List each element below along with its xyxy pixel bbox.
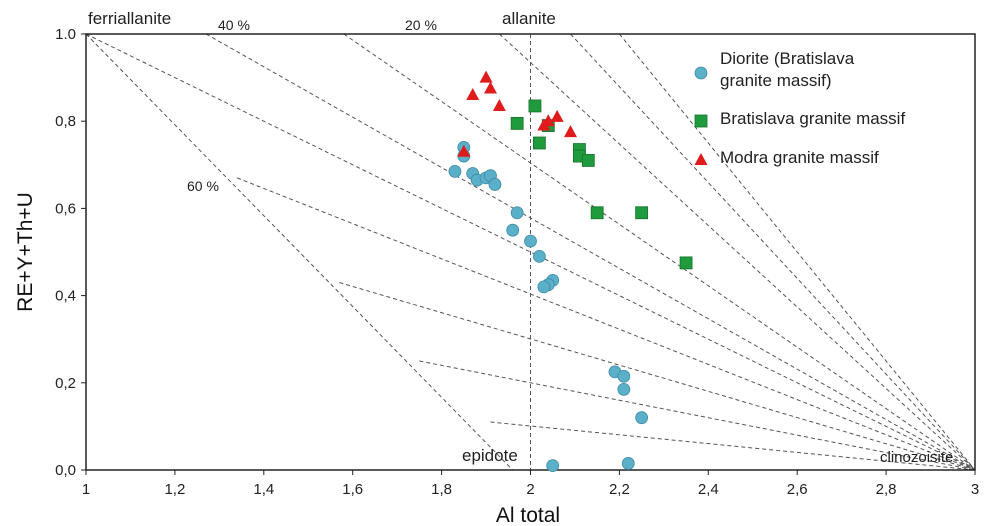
x-tick-label: 1,8 bbox=[431, 481, 452, 498]
circle-point bbox=[546, 459, 560, 473]
guide-line bbox=[339, 282, 976, 471]
triangle-point bbox=[479, 70, 493, 83]
triangle-point bbox=[483, 81, 497, 94]
guide-line bbox=[343, 33, 976, 471]
triangle-point bbox=[550, 109, 564, 122]
x-tick-label: 1,6 bbox=[342, 481, 363, 498]
circle-point bbox=[635, 411, 649, 425]
data-points bbox=[448, 70, 693, 473]
circle-point bbox=[524, 234, 537, 248]
square-point bbox=[635, 206, 649, 220]
y-tick-label: 0,4 bbox=[55, 288, 76, 305]
annotation-40-percent: 40 % bbox=[218, 17, 250, 33]
triangle-point bbox=[564, 125, 578, 138]
x-tick-label: 2,6 bbox=[787, 481, 808, 498]
x-tick-label: 1 bbox=[82, 481, 90, 498]
legend-label: Modra granite massif bbox=[720, 148, 879, 167]
x-axis-label: Al total bbox=[496, 504, 560, 526]
x-tick-label: 1,4 bbox=[253, 481, 274, 498]
guide-line bbox=[419, 360, 976, 471]
y-tick-label: 0,6 bbox=[55, 200, 76, 217]
square-point bbox=[581, 154, 595, 167]
y-tick-label: 0,8 bbox=[55, 113, 76, 130]
circle-point bbox=[532, 249, 546, 263]
x-tick-label: 2,4 bbox=[698, 481, 719, 498]
legend-marker-triangle bbox=[694, 153, 708, 165]
annotation-epidote: epidote bbox=[462, 446, 518, 465]
guide-line bbox=[236, 177, 976, 471]
x-tick-label: 1,2 bbox=[164, 481, 185, 498]
circle-point bbox=[448, 164, 462, 178]
triangle-point bbox=[457, 144, 471, 157]
legend-marker-circle bbox=[694, 66, 708, 80]
guide-line bbox=[570, 33, 976, 471]
annotation-60-percent: 60 % bbox=[187, 178, 219, 194]
square-point bbox=[510, 116, 524, 130]
square-point bbox=[590, 206, 604, 220]
legend: Diorite (Bratislava granite massif) Bratis… bbox=[694, 49, 905, 167]
square-point bbox=[679, 256, 693, 270]
annotation-20-percent: 20 % bbox=[405, 17, 437, 33]
legend-marker-square bbox=[694, 114, 708, 128]
guide-line bbox=[619, 33, 976, 471]
guide-line bbox=[205, 33, 976, 471]
annotation-ferriallanite: ferriallanite bbox=[88, 9, 171, 28]
triangle-point bbox=[466, 88, 480, 101]
x-tick-label: 3 bbox=[971, 481, 979, 498]
circle-point bbox=[488, 178, 502, 191]
circle-point bbox=[617, 382, 631, 396]
x-tick-label: 2 bbox=[526, 481, 534, 498]
guide-lines bbox=[85, 33, 976, 471]
axis-ticks: 1 1,2 1,4 1,6 1,8 2 2,2 2,4 2,6 2,8 3 0,0 0,2 0,4 0,6 0… bbox=[55, 26, 979, 498]
guide-line bbox=[499, 33, 976, 471]
circle-point bbox=[506, 223, 520, 237]
y-axis-label: RE+Y+Th+U bbox=[14, 192, 37, 312]
triangle-point bbox=[492, 98, 506, 111]
circle-point bbox=[621, 457, 635, 470]
guide-line bbox=[85, 33, 514, 471]
circle-point bbox=[617, 369, 631, 383]
legend-label: granite massif) bbox=[720, 71, 831, 90]
annotation-clinozoisite: clinozoisite bbox=[880, 449, 953, 466]
annotation-allanite: allanite bbox=[502, 9, 556, 28]
x-tick-label: 2,8 bbox=[876, 481, 897, 498]
y-tick-label: 0,0 bbox=[55, 462, 76, 479]
square-point bbox=[528, 99, 542, 113]
legend-label: Diorite (Bratislava bbox=[720, 49, 855, 68]
legend-label: Bratislava granite massif bbox=[720, 109, 905, 128]
square-point bbox=[532, 136, 546, 150]
y-tick-label: 0,2 bbox=[55, 375, 76, 392]
y-tick-label: 1.0 bbox=[55, 26, 76, 43]
circle-point bbox=[537, 280, 551, 294]
triangle-point bbox=[537, 118, 551, 131]
circle-point bbox=[510, 206, 524, 220]
x-tick-label: 2,2 bbox=[609, 481, 630, 498]
